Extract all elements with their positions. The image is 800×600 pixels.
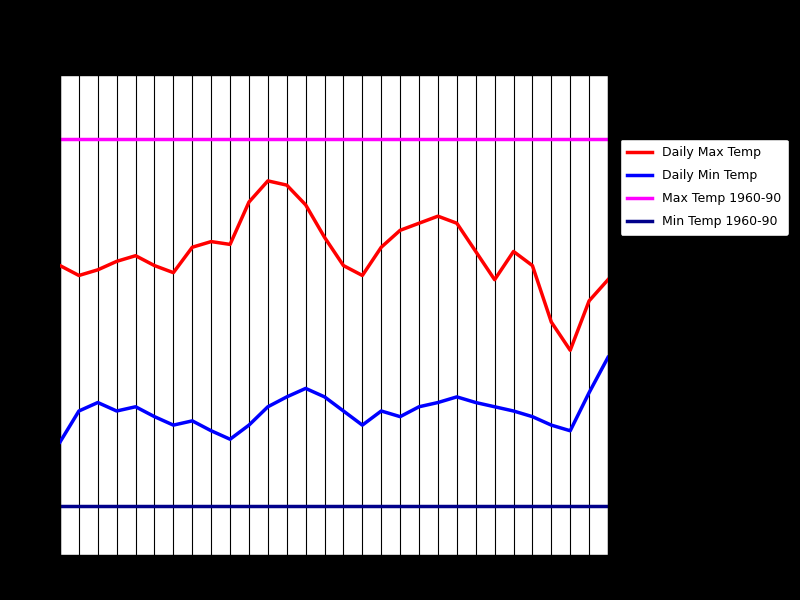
Text: Payhembury Temperatures: Payhembury Temperatures bbox=[208, 33, 460, 51]
Legend: Daily Max Temp, Daily Min Temp, Max Temp 1960-90, Min Temp 1960-90: Daily Max Temp, Daily Min Temp, Max Temp… bbox=[620, 139, 789, 236]
Text: June 2007: June 2007 bbox=[287, 53, 381, 71]
